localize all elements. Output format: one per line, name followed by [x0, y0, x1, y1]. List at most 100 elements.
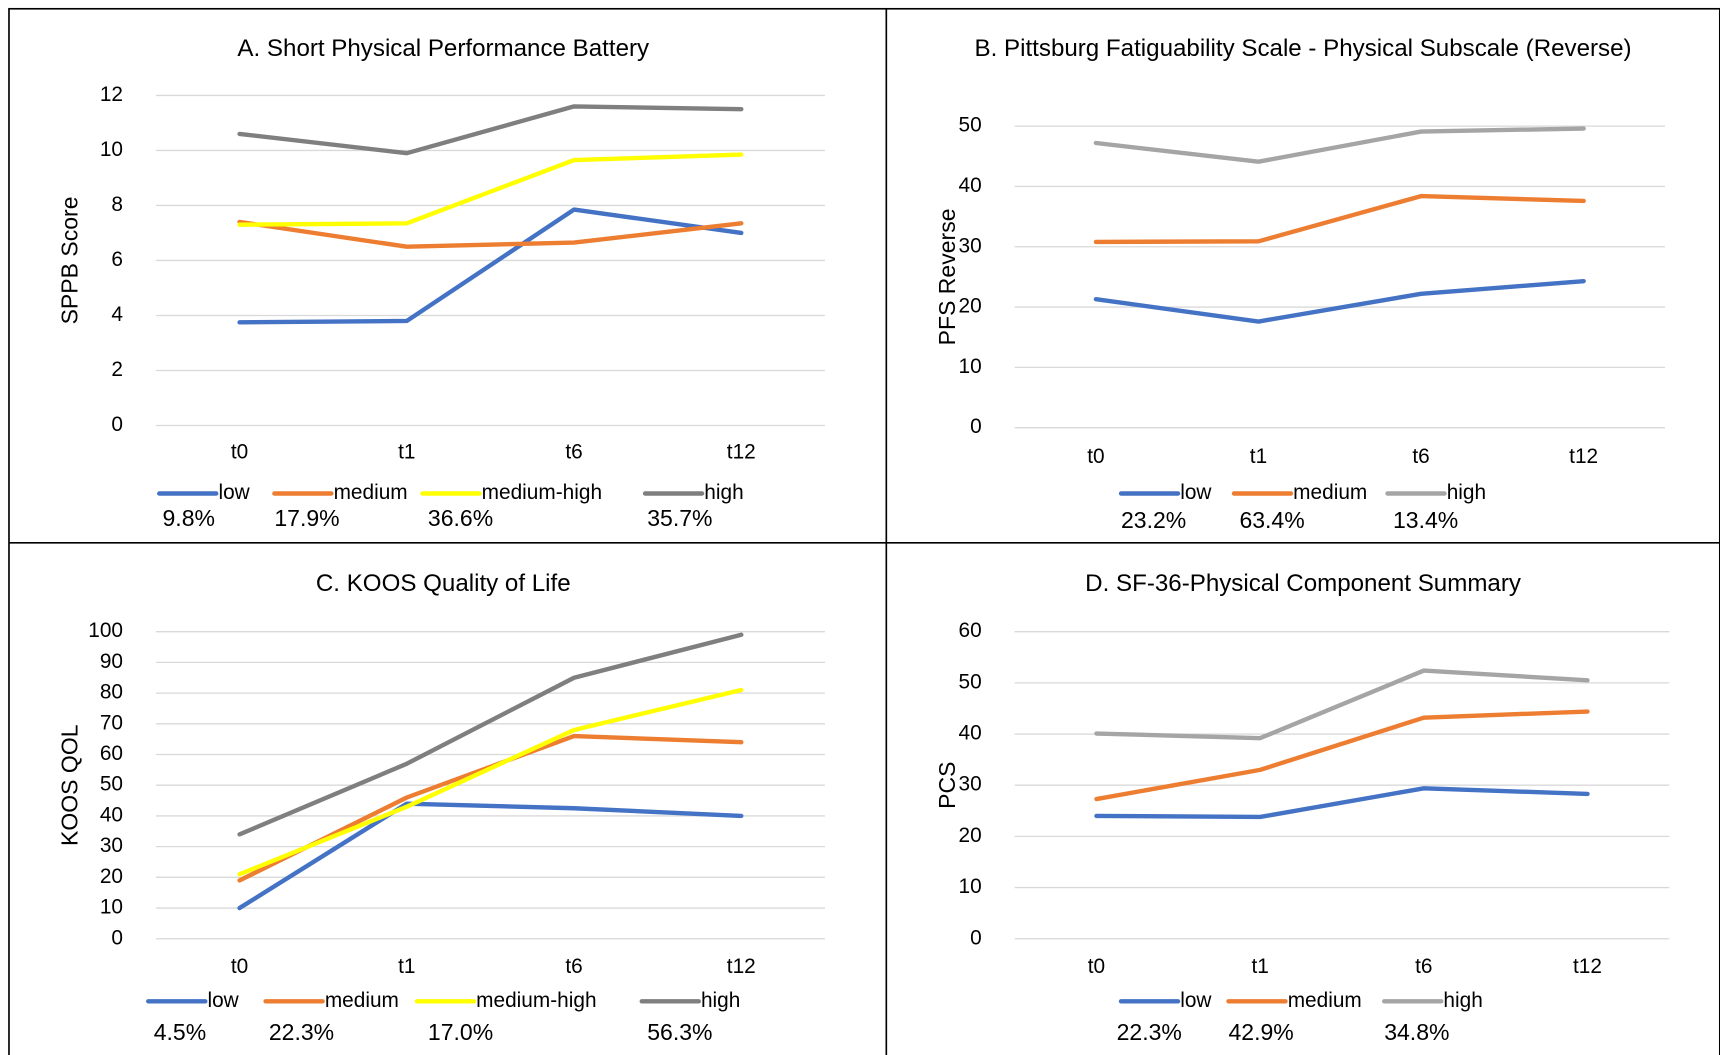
share-label: 36.6% — [428, 505, 493, 531]
y-tick-label: 8 — [111, 193, 123, 216]
chart-title: B. Pittsburg Fatiguability Scale - Physi… — [974, 33, 1632, 62]
y-tick-label: 100 — [88, 619, 123, 642]
y-tick-label: 10 — [959, 355, 982, 378]
legend-label: high — [1447, 481, 1486, 504]
y-tick-label: 60 — [959, 619, 982, 642]
legend-label: low — [218, 481, 250, 504]
series-line — [237, 207, 744, 325]
title-box: A. Short Physical Performance Battery — [237, 33, 650, 62]
series-line — [1093, 126, 1586, 164]
frame — [8, 7, 1720, 1055]
y-tick-label: 30 — [959, 773, 982, 796]
share-label: 4.5% — [154, 1019, 206, 1045]
y-tick-label: 30 — [100, 834, 123, 857]
series-line — [1093, 278, 1586, 324]
y-tick-label: 50 — [959, 114, 982, 137]
y-tick-label: 10 — [100, 138, 123, 161]
y-axis-label: KOOS QOL — [57, 724, 83, 846]
title-box: B. Pittsburg Fatiguability Scale - Physi… — [974, 33, 1632, 62]
y-tick-label: 30 — [959, 234, 982, 257]
chart-title: A. Short Physical Performance Battery — [237, 33, 650, 62]
x-tick-label: t6 — [565, 440, 582, 463]
share-label: 34.8% — [1384, 1019, 1449, 1045]
y-tick-label: 40 — [959, 174, 982, 197]
share-label: 13.4% — [1393, 507, 1458, 533]
y-tick-label: 4 — [111, 303, 123, 326]
x-tick-label: t1 — [1251, 955, 1268, 978]
x-tick-label: t12 — [1569, 445, 1598, 468]
share-label: 63.4% — [1239, 507, 1304, 533]
share-label: 9.8% — [163, 505, 215, 531]
y-tick-label: 40 — [959, 722, 982, 745]
y-tick-label: 50 — [100, 773, 123, 796]
x-tick-label: t0 — [1088, 955, 1105, 978]
series-line — [237, 687, 744, 877]
y-tick-label: 20 — [959, 295, 982, 318]
chart-title: C. KOOS Quality of Life — [315, 569, 571, 597]
legend-label: medium-high — [476, 989, 596, 1012]
y-tick-label: 10 — [100, 896, 123, 919]
legend-label: high — [1443, 989, 1482, 1012]
x-tick-label: t6 — [1412, 445, 1429, 468]
y-tick-label: 12 — [100, 83, 123, 106]
y-tick-label: 40 — [100, 803, 123, 826]
series-line — [237, 632, 744, 837]
series-line — [1094, 786, 1590, 820]
y-axis-label: SPPB Score — [57, 196, 83, 324]
share-label: 23.2% — [1121, 507, 1186, 533]
x-tick-label: t1 — [398, 440, 415, 463]
y-tick-label: 60 — [100, 742, 123, 765]
chart-title: D. SF-36-Physical Component Summary — [1085, 569, 1521, 597]
share-label: 22.3% — [1117, 1019, 1182, 1045]
x-tick-label: t1 — [1250, 445, 1267, 468]
share-label: 22.3% — [269, 1019, 334, 1045]
x-tick-label: t0 — [1087, 445, 1104, 468]
x-tick-label: t0 — [231, 440, 248, 463]
title-box: D. SF-36-Physical Component Summary — [1085, 569, 1521, 597]
y-tick-label: 0 — [111, 926, 123, 949]
share-label: 17.0% — [428, 1019, 493, 1045]
y-tick-label: 0 — [970, 926, 982, 949]
title-box: C. KOOS Quality of Life — [315, 569, 571, 597]
share-label: 42.9% — [1228, 1019, 1293, 1045]
y-tick-label: 6 — [111, 248, 123, 271]
y-tick-label: 50 — [959, 670, 982, 693]
series-line — [1094, 668, 1590, 741]
y-tick-label: 20 — [959, 824, 982, 847]
y-axis-label: PFS Reverse — [934, 208, 960, 345]
series-line — [237, 219, 744, 249]
y-tick-label: 10 — [959, 875, 982, 898]
y-tick-label: 80 — [100, 681, 123, 704]
legend-label: medium — [334, 481, 408, 504]
series-line — [1093, 193, 1586, 245]
legend-label: medium — [1293, 481, 1367, 504]
y-axis-label: PCS — [934, 762, 960, 809]
y-tick-label: 2 — [111, 358, 123, 381]
y-tick-label: 90 — [100, 650, 123, 673]
y-tick-label: 20 — [100, 865, 123, 888]
share-label: 35.7% — [647, 505, 712, 531]
x-tick-label: t12 — [727, 440, 756, 463]
share-label: 56.3% — [647, 1019, 712, 1045]
legend-label: medium — [325, 989, 399, 1012]
series-line — [237, 152, 744, 227]
series-line — [1094, 709, 1590, 802]
x-tick-label: t12 — [727, 955, 756, 978]
x-tick-label: t0 — [231, 955, 248, 978]
legend-label: medium-high — [482, 481, 602, 504]
y-tick-label: 0 — [970, 415, 982, 438]
legend-label: high — [701, 989, 740, 1012]
legend-label: low — [1180, 481, 1212, 504]
x-tick-label: t6 — [565, 955, 582, 978]
x-tick-label: t12 — [1573, 955, 1602, 978]
legend-label: low — [1180, 989, 1212, 1012]
series-line — [237, 104, 744, 156]
legend-label: low — [207, 989, 239, 1012]
y-tick-label: 0 — [111, 413, 123, 436]
legend-label: high — [704, 481, 743, 504]
x-tick-label: t6 — [1415, 955, 1432, 978]
legend-label: medium — [1288, 989, 1362, 1012]
y-tick-label: 70 — [100, 711, 123, 734]
